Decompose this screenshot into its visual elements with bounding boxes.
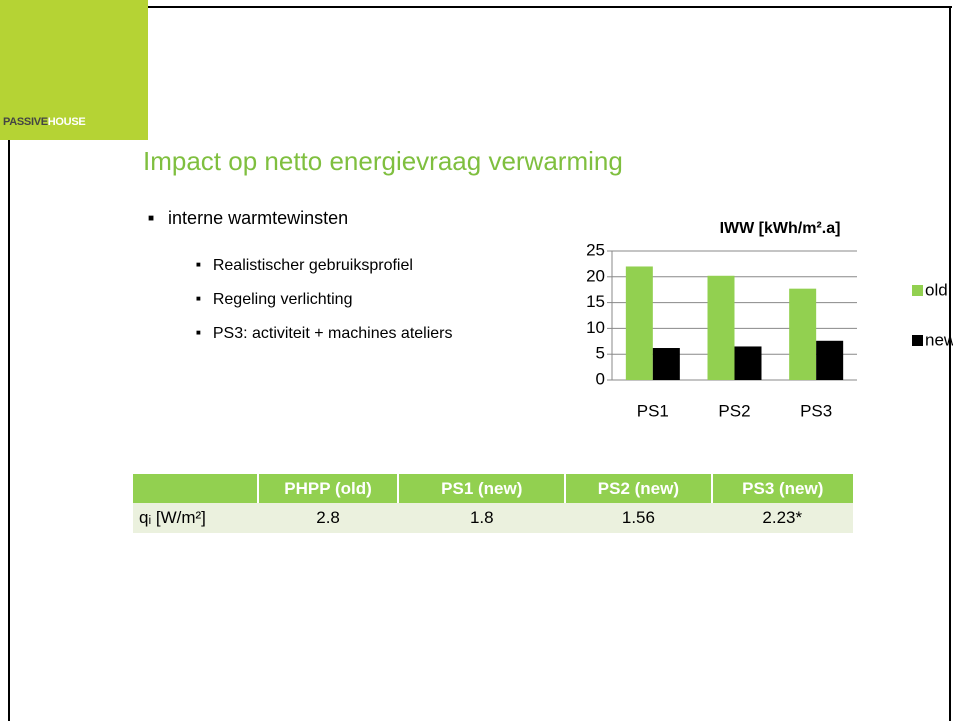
legend-label: new xyxy=(925,330,953,349)
x-tick-label: PS2 xyxy=(718,401,750,420)
cell: 1.8 xyxy=(469,508,494,527)
sub-bullet-text: Realistischer gebruiksprofiel xyxy=(212,257,413,274)
header-cell: PS3 (new) xyxy=(710,474,853,503)
right-border xyxy=(949,6,951,721)
header-cell: PHPP (old) xyxy=(256,474,399,503)
x-tick-label: PS3 xyxy=(800,401,832,420)
slide-title: Impact op netto energievraag verwarming xyxy=(143,146,623,176)
cell: 2.23* xyxy=(762,508,803,527)
bar xyxy=(734,346,762,380)
bullet-list: ■ interne warmtewinsten xyxy=(148,208,348,229)
table: PHPP (old) PS1 (new) PS2 (new) PS3 (new)… xyxy=(133,474,853,533)
y-tick-label: 25 xyxy=(586,240,605,259)
header-cell xyxy=(133,474,258,503)
header-cell: PS1 (new) xyxy=(397,474,566,503)
y-tick-label: 15 xyxy=(586,292,605,311)
sub-bullet-text: PS3: activiteit + machines ateliers xyxy=(212,325,453,342)
sidebar xyxy=(0,0,148,140)
logo: PASSIVEHOUSE xyxy=(3,116,86,128)
sub-bullet: ■ Realistischer gebruiksprofiel xyxy=(196,257,413,274)
sub-bullet: ■ Regeling verlichting xyxy=(196,291,353,308)
logo-part: HOUSE xyxy=(47,116,86,128)
bar xyxy=(625,266,653,380)
y-tick-label: 5 xyxy=(596,344,605,363)
sub-bullet: ■ PS3: activiteit + machines ateliers xyxy=(196,325,453,342)
legend-label: old xyxy=(925,280,948,299)
cell: 2.8 xyxy=(316,508,340,527)
bar xyxy=(652,348,680,380)
data-row: qᵢ [W/m²] 2.8 1.8 1.56 2.23* xyxy=(133,503,853,533)
logo-part: PASSIVE xyxy=(3,116,48,128)
legend-swatch xyxy=(912,285,923,296)
legend-swatch xyxy=(912,335,923,346)
left-border xyxy=(8,140,10,721)
sub-bullet-text: Regeling verlichting xyxy=(212,291,353,308)
bullet-text: interne warmtewinsten xyxy=(168,208,349,228)
top-border xyxy=(148,6,952,8)
bar xyxy=(816,340,844,380)
y-tick-label: 10 xyxy=(586,318,605,337)
cell: 1.56 xyxy=(621,508,655,527)
header-cell: PS2 (new) xyxy=(564,474,712,503)
row-label: qᵢ [W/m²] xyxy=(139,508,206,527)
x-tick-label: PS1 xyxy=(637,401,669,420)
chart-title: IWW [kWh/m².a] xyxy=(720,220,841,237)
bullet: ■ interne warmtewinsten xyxy=(148,208,349,228)
header-row: PHPP (old) PS1 (new) PS2 (new) PS3 (new) xyxy=(133,474,853,503)
y-tick-label: 0 xyxy=(596,369,605,388)
sub-bullets: ■ Realistischer gebruiksprofiel ■ Regeling… xyxy=(196,248,453,350)
bar xyxy=(707,275,735,380)
bar xyxy=(789,288,817,380)
y-tick-label: 20 xyxy=(586,266,605,285)
